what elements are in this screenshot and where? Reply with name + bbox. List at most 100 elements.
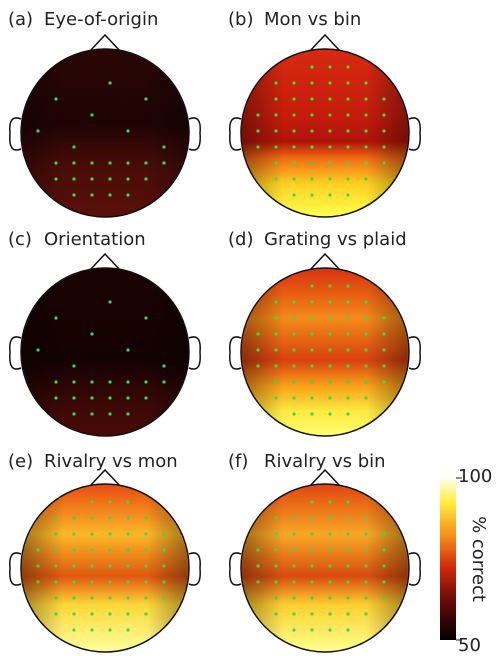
electrode <box>364 548 368 552</box>
electrode <box>364 380 368 384</box>
electrode <box>328 596 332 600</box>
electrode <box>256 548 260 552</box>
electrode <box>126 612 130 616</box>
electrode <box>382 97 386 101</box>
electrode <box>90 380 94 384</box>
electrode <box>328 65 332 69</box>
electrode <box>310 564 314 568</box>
electrode <box>310 548 314 552</box>
ear <box>229 552 242 586</box>
electrode <box>126 532 130 536</box>
ear <box>188 336 201 370</box>
electrode <box>346 396 350 400</box>
ear <box>9 336 22 370</box>
electrode <box>90 396 94 400</box>
electrode <box>364 564 368 568</box>
electrode <box>126 129 130 133</box>
electrode <box>144 161 148 165</box>
electrode <box>90 548 94 552</box>
electrode <box>364 161 368 165</box>
electrode <box>292 516 296 520</box>
electrode <box>382 596 386 600</box>
electrode <box>346 81 350 85</box>
electrode <box>54 564 58 568</box>
electrode <box>72 177 76 181</box>
electrode <box>126 348 130 352</box>
electrode <box>274 129 278 133</box>
electrode <box>162 532 166 536</box>
electrode <box>108 532 112 536</box>
electrode <box>346 65 350 69</box>
panel-title: Eye-of-origin <box>44 9 158 30</box>
electrode <box>126 516 130 520</box>
electrode <box>292 532 296 536</box>
ear <box>9 552 22 586</box>
panel-title: Grating vs plaid <box>264 229 407 250</box>
electrode <box>108 612 112 616</box>
panel-label: (d) <box>228 229 253 250</box>
electrode <box>144 596 148 600</box>
electrode <box>90 500 94 504</box>
electrode <box>144 316 148 320</box>
electrode <box>108 516 112 520</box>
electrode <box>90 532 94 536</box>
scalp-shade <box>22 485 188 651</box>
electrode <box>364 113 368 117</box>
electrode <box>256 564 260 568</box>
electrode <box>108 564 112 568</box>
electrode <box>54 161 58 165</box>
electrode <box>90 332 94 336</box>
electrode <box>126 412 130 416</box>
electrode <box>328 628 332 632</box>
electrode <box>274 548 278 552</box>
electrode <box>364 97 368 101</box>
electrode <box>310 193 314 197</box>
electrode <box>346 145 350 149</box>
electrode <box>310 612 314 616</box>
electrode <box>72 145 76 149</box>
electrode <box>256 364 260 368</box>
electrode <box>108 580 112 584</box>
electrode <box>274 564 278 568</box>
electrode <box>346 628 350 632</box>
electrode <box>90 628 94 632</box>
electrode <box>364 580 368 584</box>
electrode <box>256 113 260 117</box>
electrode <box>382 564 386 568</box>
electrode <box>346 129 350 133</box>
electrode <box>90 596 94 600</box>
electrode <box>274 177 278 181</box>
electrode <box>274 145 278 149</box>
electrode <box>292 380 296 384</box>
panel-label: (f) <box>228 451 248 472</box>
electrode <box>90 612 94 616</box>
ear <box>229 117 242 151</box>
scalp-shade <box>242 269 408 435</box>
electrode <box>328 97 332 101</box>
ear <box>408 552 421 586</box>
electrode <box>382 532 386 536</box>
electrode <box>108 161 112 165</box>
topoplot: (a) Eye-of-origin <box>8 9 201 218</box>
electrode <box>310 145 314 149</box>
electrode <box>90 412 94 416</box>
colorbar-tick-label: 100 <box>458 466 492 487</box>
electrode <box>310 129 314 133</box>
electrode <box>292 300 296 304</box>
electrode <box>382 364 386 368</box>
panel-title: Rivalry vs bin <box>264 451 386 472</box>
electrode <box>310 161 314 165</box>
electrode <box>310 516 314 520</box>
electrode <box>328 284 332 288</box>
electrode <box>256 129 260 133</box>
electrode <box>90 177 94 181</box>
electrode <box>144 564 148 568</box>
electrode <box>292 332 296 336</box>
electrode <box>292 177 296 181</box>
electrode <box>310 316 314 320</box>
electrode <box>292 580 296 584</box>
electrode <box>346 516 350 520</box>
electrode <box>54 97 58 101</box>
electrode <box>364 596 368 600</box>
